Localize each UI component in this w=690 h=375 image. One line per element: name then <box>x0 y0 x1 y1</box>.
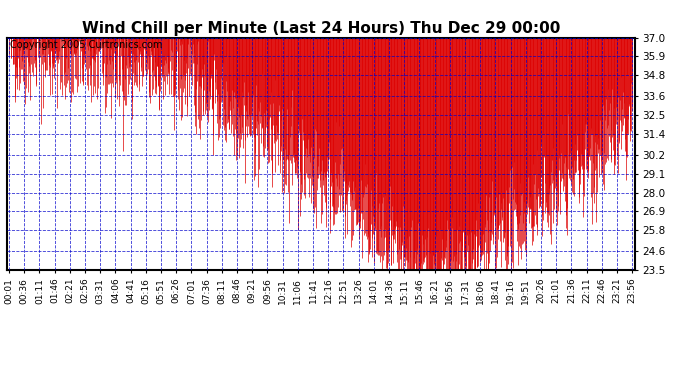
Text: Copyright 2005 Curtronics.com: Copyright 2005 Curtronics.com <box>10 40 162 50</box>
Title: Wind Chill per Minute (Last 24 Hours) Thu Dec 29 00:00: Wind Chill per Minute (Last 24 Hours) Th… <box>81 21 560 36</box>
